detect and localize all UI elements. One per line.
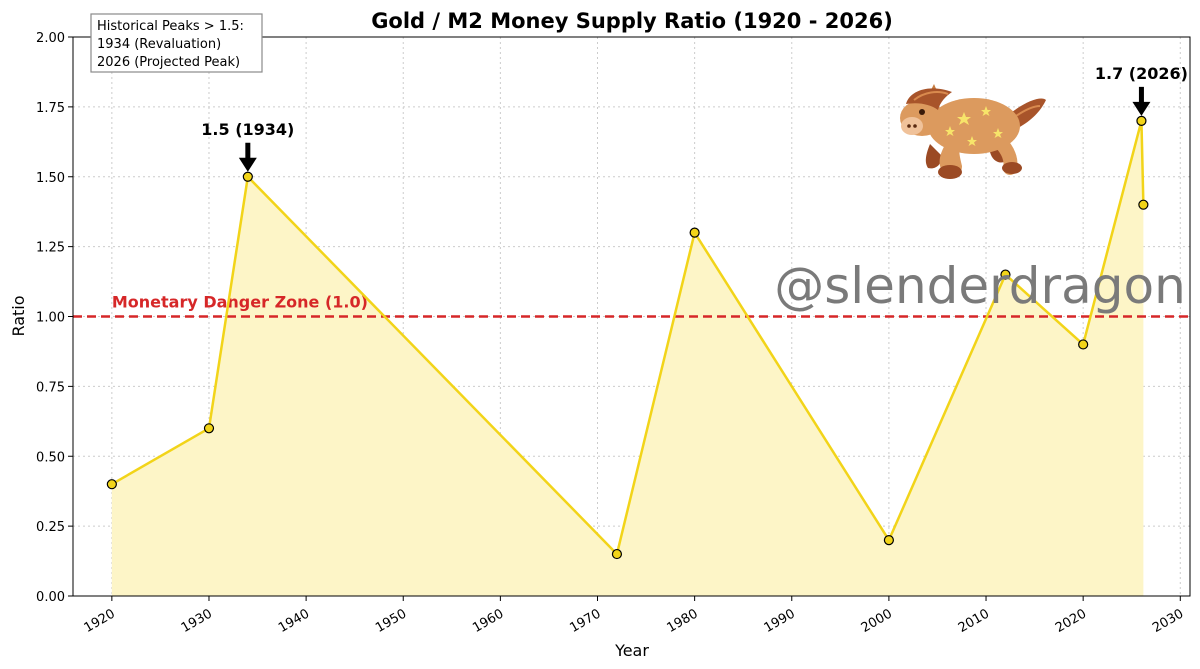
data-point xyxy=(1138,199,1149,210)
x-axis-ticks: 1920 1930 1940 1950 1960 1970 1980 1990 2000 2010… xyxy=(82,596,1186,636)
x-tick-label: 2030 xyxy=(1150,606,1186,636)
y-tick-label: 1.25 xyxy=(36,241,65,256)
y-tick-label: 0.50 xyxy=(36,450,65,465)
x-tick-label: 1940 xyxy=(276,606,312,636)
data-point xyxy=(203,423,215,434)
horse-mascot-icon xyxy=(900,84,1046,179)
y-tick-label: 0.00 xyxy=(36,590,65,605)
area-fill xyxy=(111,120,1144,596)
x-tick-label: 1990 xyxy=(762,606,798,636)
threshold-label: Monetary Danger Zone (1.0) xyxy=(112,293,368,312)
y-tick-label: 0.75 xyxy=(36,380,65,395)
annotation-label: 1.5 (1934) xyxy=(201,120,294,139)
x-tick-label: 2010 xyxy=(956,606,992,636)
data-points xyxy=(106,115,1149,560)
watermark: @slenderdragon xyxy=(774,257,1186,315)
legend-box: Historical Peaks > 1.5: 1934 (Revaluatio… xyxy=(90,13,263,73)
x-tick-label: 1950 xyxy=(373,606,409,636)
y-axis-ticks: 0.00 0.25 0.50 0.75 1.00 1.25 1.50 1.75 2.00 xyxy=(36,31,73,605)
legend-line-1: Historical Peaks > 1.5: xyxy=(97,19,244,34)
legend-frame xyxy=(90,13,263,73)
series-line xyxy=(111,119,1145,556)
data-point xyxy=(106,479,117,490)
x-tick-label: 1970 xyxy=(567,606,603,636)
x-tick-label: 1930 xyxy=(179,606,215,636)
data-point xyxy=(1000,269,1011,280)
y-axis-title: Ratio xyxy=(9,295,28,336)
data-point xyxy=(689,227,700,238)
x-tick-label: 1980 xyxy=(664,606,700,636)
legend-line-2: 1934 (Revaluation) xyxy=(97,37,221,52)
y-tick-label: 1.00 xyxy=(36,311,65,326)
threshold-group: Monetary Danger Zone (1.0) xyxy=(73,293,1190,318)
legend-line-3: 2026 (Projected Peak) xyxy=(97,55,240,70)
area-fill-path xyxy=(111,120,1144,596)
x-tick-label: 2020 xyxy=(1053,606,1089,636)
annotation-arrow xyxy=(238,142,257,172)
data-point xyxy=(611,548,623,560)
data-point xyxy=(1136,115,1147,126)
data-point xyxy=(242,171,253,182)
x-tick-label: 2000 xyxy=(859,606,895,636)
x-axis-title: Year xyxy=(614,641,649,660)
series-polyline xyxy=(111,119,1145,556)
y-tick-label: 0.25 xyxy=(36,520,65,535)
x-tick-label: 1920 xyxy=(82,606,118,636)
annotation-arrow xyxy=(1132,86,1151,116)
chart-title: Gold / M2 Money Supply Ratio (1920 - 202… xyxy=(371,9,893,33)
data-point xyxy=(883,534,894,546)
data-point xyxy=(1078,339,1089,350)
y-tick-label: 1.75 xyxy=(36,101,65,116)
x-tick-label: 1960 xyxy=(470,606,506,636)
y-tick-label: 1.50 xyxy=(36,171,65,186)
annotation-label: 1.7 (2026) xyxy=(1095,64,1188,83)
y-tick-label: 2.00 xyxy=(36,31,65,46)
peak-annotations: 1.5 (1934) 1.7 (2026) xyxy=(201,64,1188,172)
